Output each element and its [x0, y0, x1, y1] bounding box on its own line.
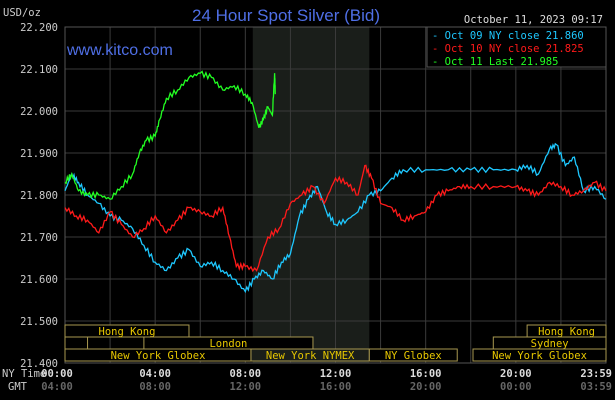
x-tick-gmt: 00:00: [500, 381, 532, 393]
x-tick-gmt: 03:59: [580, 381, 612, 393]
unit-label: USD/oz: [3, 7, 41, 19]
legend-entry: - Oct 10 NY close 21.825: [432, 43, 584, 55]
x-tick-gmt: 08:00: [139, 381, 171, 393]
x-tick-gmt: 12:00: [230, 381, 262, 393]
x-tick-ny: 20:00: [500, 368, 532, 380]
y-tick-label: 21.700: [20, 232, 58, 244]
series-line-1: [64, 142, 607, 294]
session-bar: [368, 348, 458, 362]
y-tick-label: 21.600: [20, 274, 58, 286]
session-bar: [64, 324, 190, 338]
x-tick-ny: 16:00: [410, 368, 442, 380]
timestamp: October 11, 2023 09:17: [464, 14, 603, 26]
watermark: www.kitco.com: [66, 42, 173, 59]
x-tick-ny: 04:00: [139, 368, 171, 380]
x-axis-ticks: 00:0004:0004:0008:0008:0012:0012:0016:00…: [41, 368, 612, 393]
y-tick-label: 21.800: [20, 190, 58, 202]
x-row-label-gmt: GMT: [8, 381, 28, 393]
session-label: Sydney: [531, 338, 569, 350]
series-lines: [64, 70, 607, 294]
x-tick-ny: 08:00: [230, 368, 262, 380]
x-tick-gmt: 04:00: [41, 381, 73, 393]
session-label: New York NYMEX: [266, 350, 355, 362]
x-tick-gmt: 20:00: [410, 381, 442, 393]
session-bar: [472, 348, 607, 362]
y-tick-label: 21.400: [20, 358, 58, 370]
session-label: New York Globex: [111, 350, 206, 362]
x-tick-ny: 12:00: [320, 368, 352, 380]
series-line-2: [64, 164, 607, 273]
x-tick-ny: 23:59: [580, 368, 612, 380]
session-label: Hong Kong: [538, 326, 595, 338]
session-label: Hong Kong: [99, 326, 156, 338]
legend-box: [426, 26, 607, 68]
x-row-label-ny: NY Time: [2, 368, 46, 380]
y-tick-label: 21.900: [20, 148, 58, 160]
y-tick-label: 22.000: [20, 106, 58, 118]
x-tick-gmt: 16:00: [320, 381, 352, 393]
session-bar: [64, 336, 89, 350]
y-tick-label: 22.200: [20, 22, 58, 34]
y-axis-ticks: 22.200 22.100 22.000 21.900 21.800 21.700 21.6…: [20, 22, 58, 370]
legend-entry: - Oct 11 Last 21.985: [432, 56, 558, 68]
series-line-3: [64, 70, 276, 200]
session-label: NY Globex: [385, 350, 442, 362]
session-label: London: [209, 338, 247, 350]
session-label: New York Globex: [492, 350, 587, 362]
y-tick-label: 21.500: [20, 316, 58, 328]
y-tick-label: 22.100: [20, 64, 58, 76]
plot-border: [64, 26, 607, 364]
grid-lines: [64, 26, 607, 364]
chart-title: 24 Hour Spot Silver (Bid): [192, 6, 380, 25]
x-tick-ny: 00:00: [41, 368, 73, 380]
legend: - Oct 09 NY close 21.860- Oct 10 NY clos…: [426, 26, 607, 68]
legend-entry: - Oct 09 NY close 21.860: [432, 30, 584, 42]
